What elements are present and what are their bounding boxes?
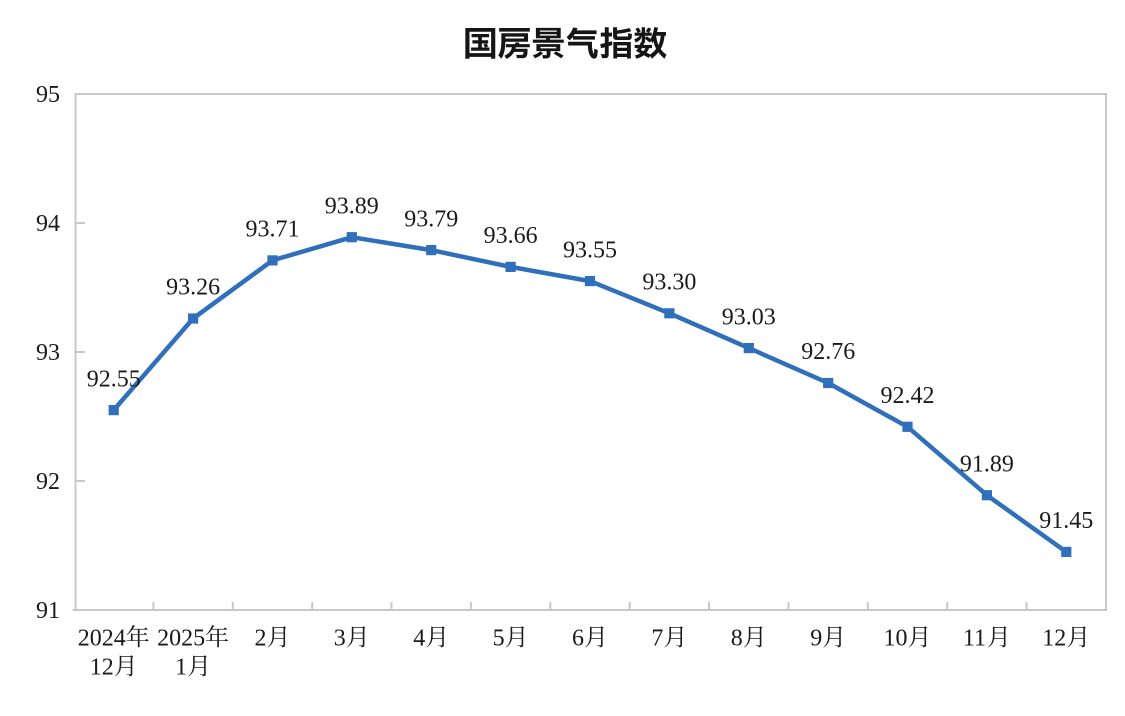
svg-text:93.30: 93.30 — [642, 270, 696, 296]
svg-text:91.89: 91.89 — [960, 451, 1014, 477]
svg-text:92.55: 92.55 — [87, 366, 141, 392]
svg-text:94: 94 — [36, 211, 60, 237]
svg-text:4: 4 — [413, 626, 425, 652]
svg-text:9: 9 — [810, 626, 822, 652]
svg-text:93.26: 93.26 — [166, 275, 220, 301]
svg-text:2: 2 — [255, 626, 267, 652]
svg-text:91.45: 91.45 — [1039, 508, 1093, 534]
svg-text:93.03: 93.03 — [722, 304, 776, 330]
svg-text:92.76: 92.76 — [801, 339, 855, 365]
svg-text:2024: 2024 — [78, 626, 126, 652]
svg-text:92.42: 92.42 — [881, 383, 935, 409]
svg-text:10: 10 — [884, 626, 908, 652]
svg-text:8: 8 — [731, 626, 743, 652]
svg-text:93.79: 93.79 — [404, 206, 458, 232]
svg-text:12: 12 — [90, 655, 114, 681]
svg-text:11: 11 — [963, 626, 986, 652]
svg-text:92: 92 — [36, 469, 60, 495]
svg-text:5: 5 — [493, 626, 505, 652]
svg-text:93.55: 93.55 — [563, 237, 617, 263]
svg-text:12: 12 — [1042, 626, 1066, 652]
svg-text:6: 6 — [572, 626, 584, 652]
svg-text:93.66: 93.66 — [484, 223, 538, 249]
svg-text:93.89: 93.89 — [325, 193, 379, 219]
svg-text:3: 3 — [334, 626, 346, 652]
svg-text:93: 93 — [36, 340, 60, 366]
svg-text:95: 95 — [36, 82, 60, 108]
svg-text:2025: 2025 — [157, 626, 205, 652]
svg-text:91: 91 — [36, 598, 60, 624]
svg-text:1: 1 — [175, 655, 187, 681]
svg-text:7: 7 — [651, 626, 663, 652]
svg-text:93.71: 93.71 — [246, 217, 300, 243]
